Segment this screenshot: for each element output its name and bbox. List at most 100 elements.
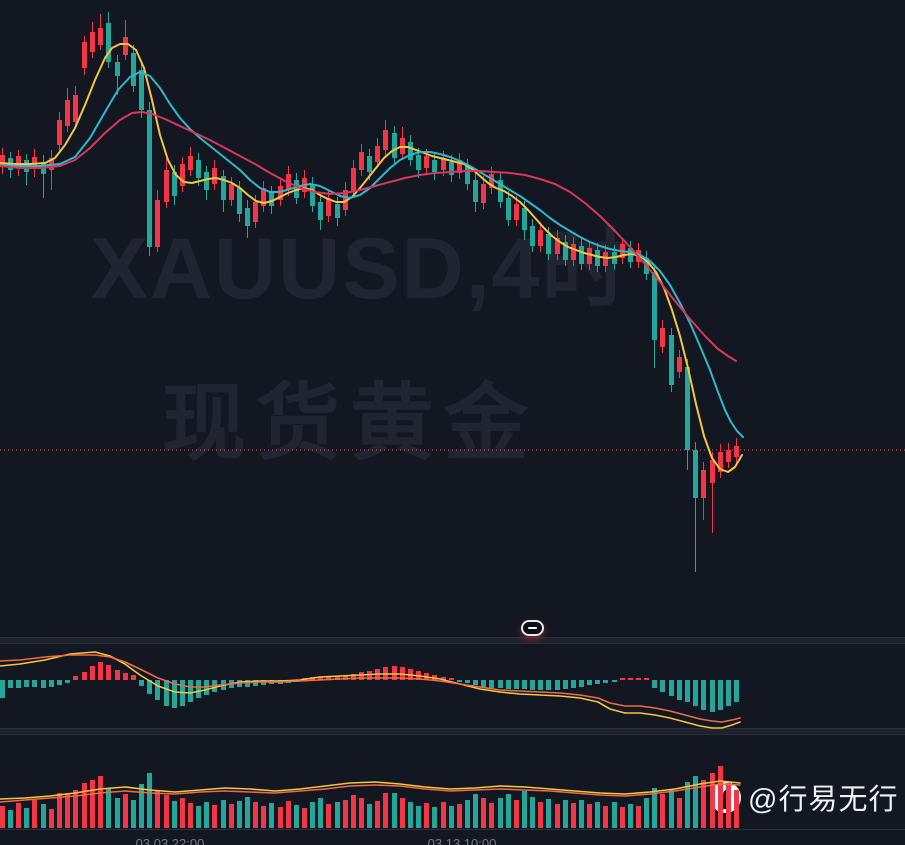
volume-bar	[180, 798, 185, 828]
candle-body	[335, 204, 340, 218]
candle-body	[245, 208, 250, 226]
volume-bar	[32, 800, 37, 828]
pane-collapse-button[interactable]	[521, 620, 544, 636]
macd-bar	[644, 678, 649, 680]
macd-bar	[465, 680, 470, 683]
macd-bar	[131, 675, 136, 680]
macd-bar	[343, 675, 348, 680]
macd-bar	[90, 666, 95, 680]
macd-bar	[669, 680, 674, 696]
macd-bar	[172, 680, 177, 708]
macd-bar	[0, 680, 5, 698]
candle-body	[424, 156, 429, 168]
candle-body	[685, 367, 690, 450]
macd-bar	[82, 672, 87, 680]
volume-bar	[310, 802, 315, 828]
candle-body	[660, 328, 665, 347]
candle-body	[652, 272, 657, 340]
macd-bar	[579, 680, 584, 687]
macd-lines	[0, 651, 741, 729]
macd-bar	[155, 680, 160, 700]
candle-body	[579, 246, 584, 264]
macd-bar	[498, 680, 503, 688]
macd-bar	[546, 680, 551, 690]
volume-bar	[432, 807, 437, 828]
macd-bar	[123, 673, 128, 680]
macd-bar	[106, 665, 111, 680]
macd-bar	[351, 674, 356, 680]
volume-bar	[571, 803, 576, 828]
ma-fast-yellow	[0, 43, 743, 473]
macd-bar	[652, 680, 657, 688]
time-axis[interactable]: 03 03 22:00 03 13 10:00	[0, 836, 905, 845]
pane-separator	[0, 637, 905, 643]
macd-bar	[24, 680, 29, 687]
macd-bar	[595, 680, 600, 684]
pane-separator	[0, 728, 905, 734]
macd-bar	[701, 680, 706, 710]
volume-bar	[489, 803, 494, 828]
candle-body	[98, 28, 103, 45]
candle-body	[115, 62, 120, 76]
candle-body	[351, 168, 356, 192]
candle-body	[514, 204, 519, 220]
volume-bar	[514, 800, 519, 828]
macd-bar	[139, 680, 144, 686]
macd-bar	[718, 680, 723, 710]
macd-bar	[612, 680, 617, 682]
macd-bar	[457, 680, 462, 682]
macd-bar	[660, 680, 665, 692]
volume-bar	[595, 802, 600, 828]
macd-bar	[326, 676, 331, 680]
macd-bar	[587, 680, 592, 685]
volume-bar	[24, 808, 29, 828]
volume-bar	[628, 804, 633, 828]
volume-bar	[718, 766, 723, 828]
volume-bar	[253, 802, 258, 828]
candle-body	[506, 198, 511, 220]
volume-bar	[644, 798, 649, 828]
candle-body	[278, 186, 283, 200]
volume-ma-lines	[0, 780, 741, 803]
macd-bar	[473, 680, 478, 685]
macd-bar	[245, 680, 250, 687]
candle-body	[449, 162, 454, 175]
candle-body	[16, 156, 21, 168]
pane-separator-line	[0, 637, 905, 638]
candles-layer	[0, 12, 739, 572]
macd-bar	[620, 678, 625, 680]
macd-bar	[196, 680, 201, 698]
volume-bar	[237, 801, 242, 828]
volume-bar	[261, 806, 266, 828]
volume-bar	[457, 804, 462, 828]
candle-body	[416, 155, 421, 170]
price-ma-lines	[0, 43, 744, 473]
volume-bar	[546, 799, 551, 828]
macd-bar	[677, 680, 682, 700]
volume-bar	[424, 803, 429, 828]
macd-bar	[685, 680, 690, 702]
macd-bar	[73, 676, 78, 680]
macd-bar	[98, 662, 103, 680]
macd-bar	[367, 671, 372, 680]
macd-bar	[693, 680, 698, 706]
volume-bar	[16, 803, 21, 828]
volume-bar	[73, 790, 78, 828]
macd-bar	[441, 677, 446, 680]
volume-bar	[8, 810, 13, 828]
volume-bar	[90, 780, 95, 828]
volume-bar	[351, 795, 356, 828]
candle-body	[253, 202, 258, 222]
volume-bar	[294, 805, 299, 828]
volume-bar	[449, 806, 454, 828]
macd-histogram-layer	[0, 662, 739, 712]
macd-bar	[16, 680, 21, 688]
volume-bar	[147, 773, 152, 828]
volume-bar	[685, 782, 690, 828]
candle-body	[359, 152, 364, 170]
candle-body	[718, 452, 723, 472]
candle-body	[221, 176, 226, 200]
pane-separator-line	[0, 728, 905, 729]
